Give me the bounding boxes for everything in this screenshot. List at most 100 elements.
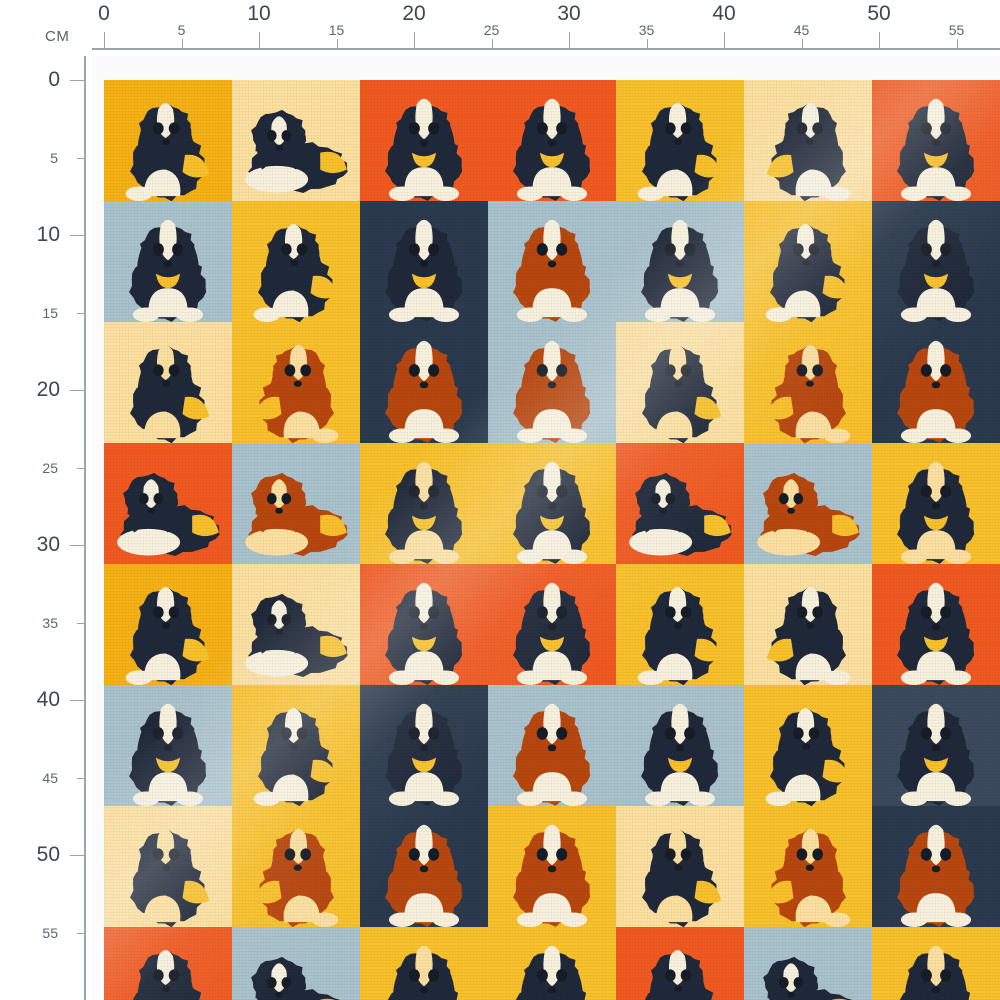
h-tick-label: 40 (712, 2, 736, 25)
fabric-tile (104, 201, 232, 322)
fabric-tile (616, 201, 744, 322)
fabric-tile (488, 443, 616, 564)
v-tick-label: 55 (42, 924, 58, 941)
v-tick-minor (77, 932, 86, 934)
h-tick-minor (181, 39, 183, 48)
v-tick-label: 5 (50, 149, 58, 166)
fabric-tile (744, 927, 872, 1000)
fabric-tile (104, 685, 232, 806)
ruler-unit-label: CM (45, 28, 70, 45)
fabric-tile (360, 927, 488, 1000)
v-tick-label: 0 (48, 68, 60, 91)
h-tick-minor (956, 39, 958, 48)
fabric-tile (872, 564, 1000, 685)
v-tick-label: 50 (36, 843, 60, 866)
fabric-tile (744, 806, 872, 927)
fabric-tile (104, 80, 232, 201)
h-tick-minor (646, 39, 648, 48)
fabric-tile (744, 201, 872, 322)
h-tick-label: 35 (638, 22, 655, 38)
v-tick-minor (77, 467, 86, 469)
v-tick-major (70, 235, 86, 236)
fabric-tile (360, 685, 488, 806)
v-tick-label: 10 (36, 223, 60, 246)
v-tick-label: 35 (42, 614, 58, 631)
fabric-tile (104, 443, 232, 564)
fabric-tile (488, 201, 616, 322)
v-tick-major (70, 855, 86, 856)
ruler-corner: CM (0, 0, 92, 56)
fabric-tile (104, 806, 232, 927)
fabric-tile (616, 806, 744, 927)
fabric-tile (360, 322, 488, 443)
fabric-tile (872, 201, 1000, 322)
fabric-tile (232, 80, 360, 201)
v-tick-minor (77, 157, 86, 159)
v-tick-minor (77, 777, 86, 779)
fabric-tile (872, 443, 1000, 564)
fabric-tile (616, 927, 744, 1000)
fabric-tile (872, 927, 1000, 1000)
fabric-tile (232, 927, 360, 1000)
fabric-tile (360, 80, 488, 201)
v-tick-label: 15 (42, 304, 58, 321)
h-tick-label: 25 (483, 22, 500, 38)
fabric-tile (232, 806, 360, 927)
fabric-tile (360, 806, 488, 927)
h-tick-label: 30 (557, 2, 581, 25)
v-tick-label: 20 (36, 378, 60, 401)
fabric-tile (104, 927, 232, 1000)
fabric-tile (616, 685, 744, 806)
fabric-tile (488, 685, 616, 806)
v-tick-major (70, 390, 86, 391)
fabric-tile (744, 564, 872, 685)
v-tick-label: 45 (42, 769, 58, 786)
v-tick-label: 40 (36, 688, 60, 711)
v-tick-major (70, 545, 86, 546)
h-tick-label: 20 (402, 2, 426, 25)
h-tick-label: 45 (793, 22, 810, 38)
fabric-tile (488, 322, 616, 443)
h-tick-minor (801, 39, 803, 48)
fabric-tile (616, 443, 744, 564)
v-tick-minor (77, 622, 86, 624)
v-tick-minor (77, 312, 86, 314)
h-tick-label: 5 (177, 22, 186, 38)
horizontal-ruler: 0 10 20 30 40 50 5 15 25 35 45 55 (0, 0, 1000, 56)
fabric-tile (488, 80, 616, 201)
h-tick-minor (336, 39, 338, 48)
h-tick-label: 10 (247, 2, 271, 25)
fabric-tile (872, 80, 1000, 201)
h-tick-major (104, 32, 105, 48)
fabric-tile (744, 443, 872, 564)
fabric-tile (744, 685, 872, 806)
h-tick-major (569, 32, 570, 48)
fabric-tile (616, 80, 744, 201)
h-tick-major (724, 32, 725, 48)
fabric-tile (872, 806, 1000, 927)
h-tick-major (414, 32, 415, 48)
fabric-tile (872, 685, 1000, 806)
v-tick-major (70, 80, 86, 81)
h-tick-label: 15 (328, 22, 345, 38)
fabric-tile (232, 201, 360, 322)
fabric-swatch[interactable] (104, 80, 1000, 1000)
fabric-tile (232, 685, 360, 806)
h-tick-minor (491, 39, 493, 48)
fabric-tile (616, 564, 744, 685)
fabric-tile (488, 927, 616, 1000)
fabric-tile (488, 564, 616, 685)
fabric-tile (232, 564, 360, 685)
v-tick-major (70, 700, 86, 701)
horizontal-ruler-baseline (92, 48, 1000, 50)
h-tick-label: 50 (867, 2, 891, 25)
fabric-tile (232, 322, 360, 443)
fabric-tile (360, 443, 488, 564)
fabric-tile (104, 322, 232, 443)
vertical-ruler-baseline (84, 56, 86, 1000)
h-tick-major (259, 32, 260, 48)
fabric-tile (104, 564, 232, 685)
fabric-tile (872, 322, 1000, 443)
h-tick-label: 55 (948, 22, 965, 38)
